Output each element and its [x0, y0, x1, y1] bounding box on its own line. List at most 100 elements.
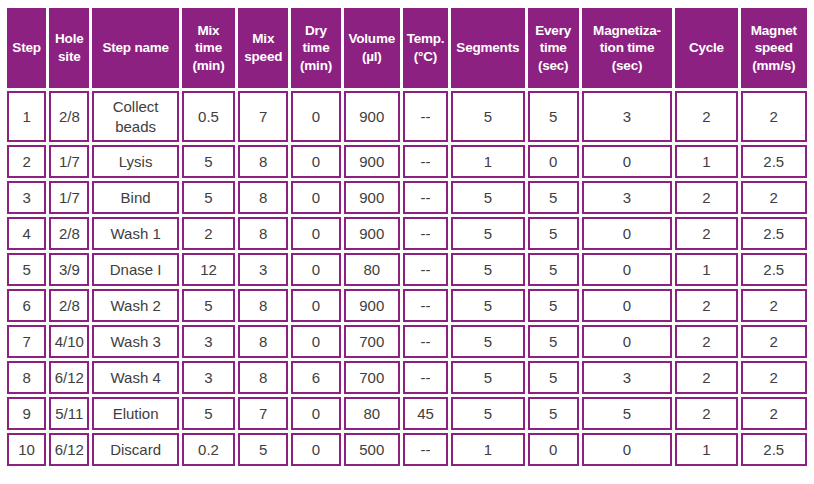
cell-every_time_sec: 5 — [528, 91, 579, 142]
cell-cycle: 1 — [675, 253, 737, 286]
cell-magnetization_time_sec: 0 — [582, 325, 672, 358]
column-header-step: Step — [7, 8, 46, 88]
cell-volume_ul: 700 — [344, 361, 400, 394]
cell-mix_time_min: 5 — [182, 397, 235, 430]
cell-step: 5 — [7, 253, 46, 286]
cell-dry_time_min: 0 — [291, 145, 340, 178]
cell-hole_site: 6/12 — [49, 433, 89, 466]
cell-mix_speed: 5 — [238, 433, 288, 466]
cell-dry_time_min: 0 — [291, 289, 340, 322]
cell-mix_time_min: 0.5 — [182, 91, 235, 142]
protocol-table-wrapper: Step Hole site Step name Mix time (min) … — [0, 0, 814, 474]
cell-temp_c: -- — [403, 217, 448, 250]
cell-mix_speed: 8 — [238, 361, 288, 394]
cell-hole_site: 2/8 — [49, 289, 89, 322]
cell-mix_speed: 3 — [238, 253, 288, 286]
cell-mix_time_min: 2 — [182, 217, 235, 250]
cell-hole_site: 2/8 — [49, 91, 89, 142]
cell-magnet_speed_mm_s: 2 — [741, 181, 807, 214]
cell-temp_c: -- — [403, 433, 448, 466]
table-header: Step Hole site Step name Mix time (min) … — [7, 8, 807, 88]
cell-segments: 5 — [451, 361, 524, 394]
cell-cycle: 1 — [675, 145, 737, 178]
cell-step_name: Wash 3 — [92, 325, 178, 358]
cell-magnetization_time_sec: 0 — [582, 433, 672, 466]
cell-volume_ul: 900 — [344, 145, 400, 178]
cell-magnetization_time_sec: 3 — [582, 91, 672, 142]
column-header-cycle: Cycle — [675, 8, 737, 88]
cell-step_name: Discard — [92, 433, 178, 466]
cell-hole_site: 3/9 — [49, 253, 89, 286]
cell-mix_speed: 7 — [238, 397, 288, 430]
column-header-every-time: Every time (sec) — [528, 8, 579, 88]
cell-step: 2 — [7, 145, 46, 178]
cell-mix_speed: 7 — [238, 91, 288, 142]
cell-step_name: Wash 2 — [92, 289, 178, 322]
table-row: 95/11Elution570804555522 — [7, 397, 807, 430]
cell-every_time_sec: 5 — [528, 181, 579, 214]
cell-step: 8 — [7, 361, 46, 394]
cell-magnetization_time_sec: 0 — [582, 145, 672, 178]
cell-dry_time_min: 0 — [291, 91, 340, 142]
cell-step: 7 — [7, 325, 46, 358]
cell-volume_ul: 900 — [344, 91, 400, 142]
table-row: 62/8Wash 2580900--55022 — [7, 289, 807, 322]
cell-hole_site: 5/11 — [49, 397, 89, 430]
cell-mix_time_min: 5 — [182, 181, 235, 214]
cell-magnet_speed_mm_s: 2.5 — [741, 217, 807, 250]
table-row: 106/12Discard0.250500--10012.5 — [7, 433, 807, 466]
cell-temp_c: 45 — [403, 397, 448, 430]
column-header-volume: Volume (µl) — [344, 8, 400, 88]
cell-magnetization_time_sec: 0 — [582, 289, 672, 322]
cell-every_time_sec: 5 — [528, 253, 579, 286]
table-row: 74/10Wash 3380700--55022 — [7, 325, 807, 358]
protocol-table: Step Hole site Step name Mix time (min) … — [4, 5, 810, 469]
cell-magnet_speed_mm_s: 2 — [741, 289, 807, 322]
cell-magnetization_time_sec: 3 — [582, 181, 672, 214]
cell-every_time_sec: 5 — [528, 397, 579, 430]
cell-step: 3 — [7, 181, 46, 214]
cell-magnet_speed_mm_s: 2 — [741, 91, 807, 142]
cell-volume_ul: 900 — [344, 289, 400, 322]
cell-mix_time_min: 5 — [182, 145, 235, 178]
cell-temp_c: -- — [403, 325, 448, 358]
cell-temp_c: -- — [403, 91, 448, 142]
cell-volume_ul: 900 — [344, 217, 400, 250]
column-header-hole-site: Hole site — [49, 8, 89, 88]
table-row: 42/8Wash 1280900--55022.5 — [7, 217, 807, 250]
table-row: 86/12Wash 4386700--55322 — [7, 361, 807, 394]
cell-step: 4 — [7, 217, 46, 250]
table-row: 12/8Collect beads0.570900--55322 — [7, 91, 807, 142]
cell-mix_speed: 8 — [238, 217, 288, 250]
cell-mix_speed: 8 — [238, 181, 288, 214]
cell-dry_time_min: 0 — [291, 217, 340, 250]
cell-hole_site: 1/7 — [49, 145, 89, 178]
cell-step: 1 — [7, 91, 46, 142]
cell-temp_c: -- — [403, 181, 448, 214]
cell-dry_time_min: 0 — [291, 397, 340, 430]
column-header-dry-time: Dry time (min) — [291, 8, 340, 88]
header-row: Step Hole site Step name Mix time (min) … — [7, 8, 807, 88]
column-header-mix-speed: Mix speed — [238, 8, 288, 88]
cell-hole_site: 4/10 — [49, 325, 89, 358]
cell-mix_time_min: 12 — [182, 253, 235, 286]
cell-hole_site: 6/12 — [49, 361, 89, 394]
cell-step_name: Wash 1 — [92, 217, 178, 250]
table-row: 21/7Lysis580900--10012.5 — [7, 145, 807, 178]
column-header-magnetization-time: Magnetiza- tion time (sec) — [582, 8, 672, 88]
cell-dry_time_min: 0 — [291, 253, 340, 286]
cell-step_name: Elution — [92, 397, 178, 430]
cell-step: 9 — [7, 397, 46, 430]
cell-mix_speed: 8 — [238, 145, 288, 178]
column-header-temp: Temp. (°C) — [403, 8, 448, 88]
cell-temp_c: -- — [403, 253, 448, 286]
cell-every_time_sec: 5 — [528, 289, 579, 322]
cell-dry_time_min: 0 — [291, 181, 340, 214]
cell-dry_time_min: 0 — [291, 433, 340, 466]
cell-cycle: 2 — [675, 289, 737, 322]
cell-magnetization_time_sec: 5 — [582, 397, 672, 430]
table-row: 53/9Dnase I123080--55012.5 — [7, 253, 807, 286]
cell-every_time_sec: 5 — [528, 325, 579, 358]
cell-step_name: Dnase I — [92, 253, 178, 286]
cell-volume_ul: 500 — [344, 433, 400, 466]
